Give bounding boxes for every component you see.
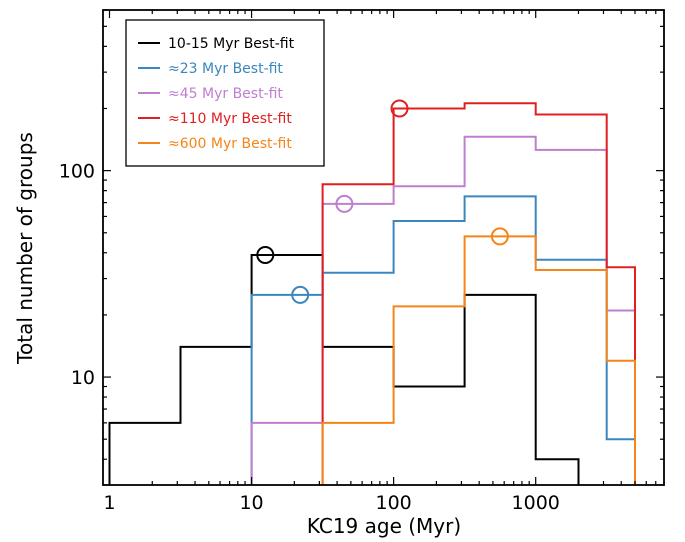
- best-fit-marker-1: [291, 285, 310, 304]
- x-axis-label: KC19 age (Myr): [307, 514, 461, 538]
- series-line-1: [250, 195, 636, 485]
- x-tick-label: 10: [239, 492, 263, 514]
- x-tick-label: 1: [103, 492, 115, 514]
- best-fit-marker-0: [256, 246, 275, 264]
- y-axis-label: Total number of groups: [13, 132, 37, 365]
- series-line-4: [321, 235, 636, 485]
- plot-area: [108, 99, 636, 485]
- x-tick-label: 100: [376, 492, 412, 514]
- series-line-3: [321, 102, 636, 485]
- legend-label: 10-15 Myr Best-fit: [168, 36, 295, 52]
- legend-label: ≈23 Myr Best-fit: [168, 61, 283, 77]
- y-tick-label: 10: [71, 367, 95, 389]
- legend-label: ≈110 Myr Best-fit: [168, 111, 292, 127]
- series-group: [108, 99, 636, 485]
- x-tick-label: 1000: [512, 492, 560, 514]
- best-fit-marker-3: [390, 99, 409, 118]
- y-tick-label: 100: [59, 161, 95, 183]
- plot-frame: [102, 9, 665, 486]
- best-fit-marker-2: [335, 194, 354, 213]
- legend-label: ≈600 Myr Best-fit: [168, 136, 292, 152]
- legend: 10-15 Myr Best-fit ≈23 Myr Best-fit ≈45 My…: [125, 19, 325, 167]
- best-fit-marker-4: [490, 227, 509, 246]
- series-line-0: [108, 254, 580, 485]
- series-line-2: [250, 135, 636, 485]
- legend-label: ≈45 Myr Best-fit: [168, 86, 283, 102]
- axes: 1 10 100 1000 10 100: [59, 9, 665, 514]
